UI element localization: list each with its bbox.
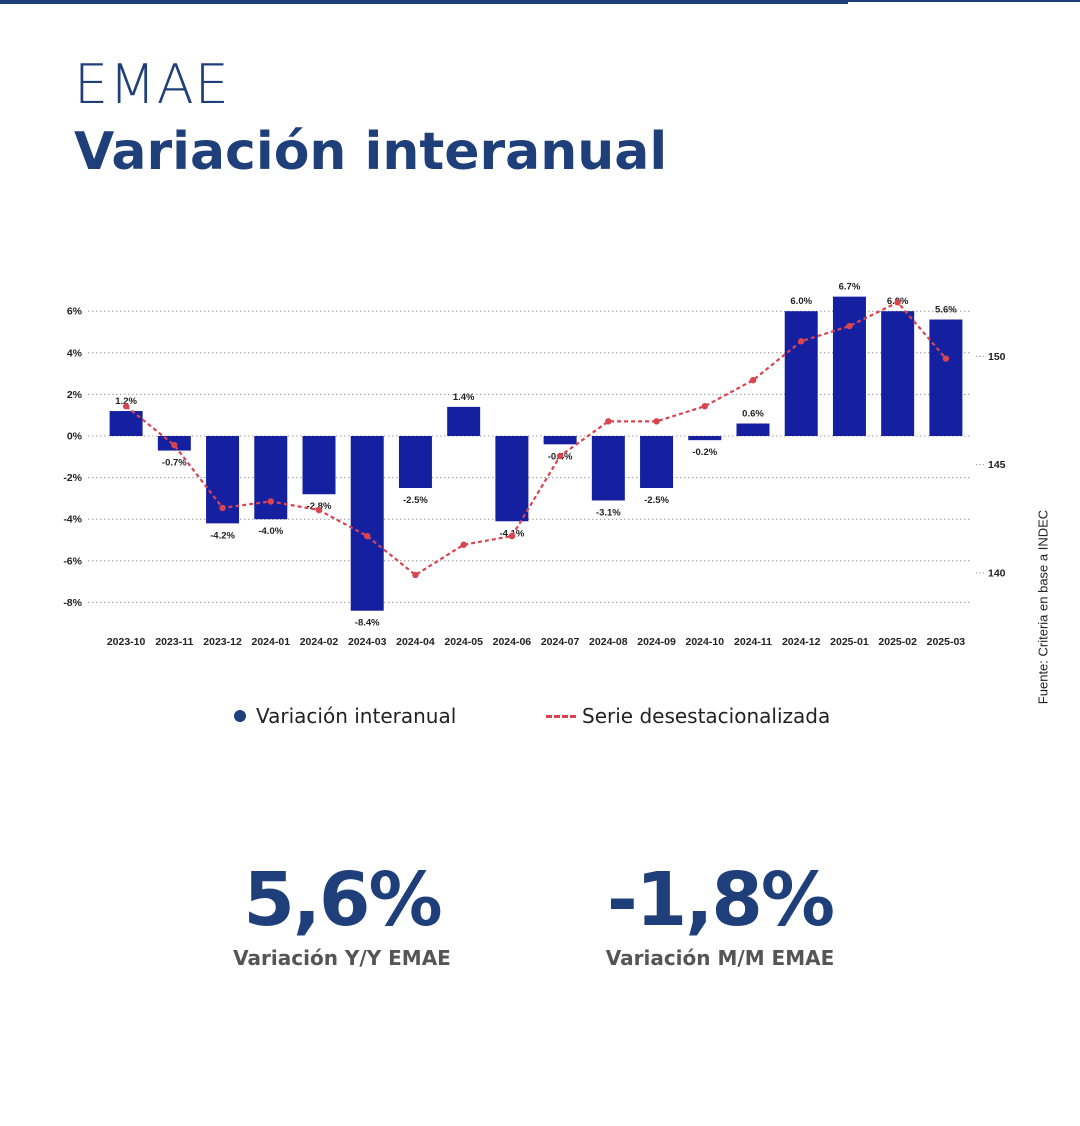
bar <box>784 311 818 436</box>
line-point <box>749 377 757 384</box>
x-tick-label: 2024-11 <box>734 636 772 648</box>
bar-data-label: 6.7% <box>839 282 861 293</box>
bar-data-label: 1.4% <box>453 392 475 403</box>
y-left-tick-label: 6% <box>67 306 83 318</box>
kpi-yoy-label: Variación Y/Y EMAE <box>233 945 451 970</box>
bar <box>591 436 625 501</box>
line-series <box>125 300 947 577</box>
x-tick-label: 2024-07 <box>541 636 580 648</box>
bar-data-label: -0.2% <box>692 447 717 458</box>
x-tick-label: 2025-03 <box>927 636 966 648</box>
line-point <box>315 506 323 514</box>
bar-data-label: -4.0% <box>258 526 283 537</box>
bar <box>543 436 577 445</box>
line-point <box>122 403 130 410</box>
legend-item-line: Serie desestacionalizada <box>546 704 830 728</box>
bar-data-label: 1.2% <box>115 396 137 407</box>
line-point <box>171 441 178 449</box>
bar-data-label: -2.5% <box>403 495 428 506</box>
line-point <box>653 418 660 425</box>
bar-data-label: -2.8% <box>307 501 332 512</box>
bar <box>640 436 674 488</box>
line-point <box>508 532 516 540</box>
legend-bar-label: Variación interanual <box>256 704 457 728</box>
x-tick-label: 2024-10 <box>686 636 725 648</box>
legend-line-marker <box>546 714 576 718</box>
y-left-tick-label: -6% <box>63 555 82 567</box>
line-point <box>605 418 612 425</box>
chart-legend: Variación interanual Serie desestacional… <box>0 700 1080 734</box>
line-point <box>798 338 805 345</box>
y-right-tick-label: 150 <box>988 351 1006 363</box>
x-tick-label: 2025-01 <box>830 636 869 648</box>
bar-data-label: -8.4% <box>355 618 380 629</box>
y-left-tick-label: -2% <box>63 472 82 484</box>
bar <box>302 436 336 495</box>
bar <box>350 436 384 611</box>
bar <box>881 311 915 436</box>
bar-data-label: -0.7% <box>162 458 187 469</box>
kpi-yoy-value: 5,6% <box>243 857 442 943</box>
line-point <box>556 452 564 460</box>
top-accent-line <box>848 0 1080 2</box>
line-point <box>412 571 419 579</box>
x-tick-label: 2024-03 <box>348 636 387 648</box>
y-right-tick-label: 140 <box>988 567 1006 579</box>
x-tick-label: 2024-02 <box>300 636 339 648</box>
x-tick-label: 2024-08 <box>589 636 628 648</box>
line-point <box>701 403 708 410</box>
y-left-tick-label: -8% <box>63 597 82 609</box>
bar <box>688 436 722 441</box>
source-note: Fuente: Criteria en base a INDEC <box>1035 509 1051 705</box>
bar-data-label: -2.5% <box>644 495 669 506</box>
x-tick-label: 2024-05 <box>444 636 483 648</box>
x-tick-label: 2024-12 <box>782 636 821 648</box>
kpi-mom-value: -1,8% <box>607 857 835 943</box>
kpi-mom: -1,8% Variación M/M EMAE <box>560 857 880 970</box>
line-point <box>460 541 467 548</box>
x-tick-label: 2024-09 <box>637 636 676 648</box>
bar <box>447 406 481 436</box>
bar-data-label: -3.1% <box>596 507 621 518</box>
line-point <box>219 504 226 512</box>
legend-line-label: Serie desestacionalizada <box>582 704 831 728</box>
bar <box>736 423 770 436</box>
line-point <box>894 299 901 306</box>
x-tick-label: 2024-04 <box>396 636 435 648</box>
bar-data-label: -4.2% <box>210 530 235 541</box>
line-point <box>364 532 371 540</box>
bar <box>929 319 963 436</box>
x-tick-label: 2023-10 <box>107 636 146 648</box>
bar <box>832 296 866 436</box>
page-title: EMAE <box>74 53 230 116</box>
bar-data-label: 6.0% <box>790 296 812 307</box>
bar-data-label: 5.6% <box>935 305 957 316</box>
y-left-tick-label: -4% <box>63 514 82 526</box>
legend-bar-marker <box>234 710 246 722</box>
emae-chart: 6% 4% 2% 0% -2% -4% -6% -8% 150 145 140 1.2% 2023-10… <box>63 282 1006 648</box>
legend-item-bars: Variación interanual <box>234 704 456 728</box>
line-point <box>846 322 853 330</box>
line-point <box>942 355 950 362</box>
kpi-mom-label: Variación M/M EMAE <box>605 945 835 970</box>
bar <box>254 436 288 520</box>
x-tick-label: 2025-02 <box>878 636 917 648</box>
bar <box>398 436 432 488</box>
y-left-tick-label: 0% <box>67 431 83 443</box>
x-tick-label: 2024-06 <box>493 636 532 648</box>
top-accent-bar <box>0 0 848 4</box>
bar-data-label: 0.6% <box>742 409 764 420</box>
line-point <box>267 498 274 505</box>
bar <box>495 436 529 522</box>
page-subtitle: Variación interanual <box>74 122 668 182</box>
x-tick-label: 2023-11 <box>155 636 193 648</box>
y-left-tick-label: 4% <box>67 347 83 359</box>
x-tick-label: 2024-01 <box>252 636 291 648</box>
y-left-tick-label: 2% <box>67 389 83 401</box>
y-right-tick-label: 145 <box>988 459 1006 471</box>
x-tick-label: 2023-12 <box>203 636 242 648</box>
kpi-yoy: 5,6% Variación Y/Y EMAE <box>182 857 502 970</box>
